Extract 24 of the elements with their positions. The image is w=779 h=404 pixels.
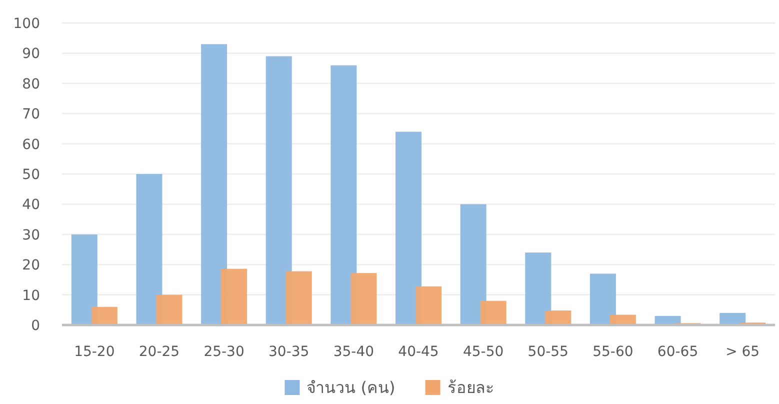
x-tick-label: 35-40 [333, 344, 374, 360]
y-tick-label: 10 [22, 288, 40, 304]
x-tick-label: 55-60 [592, 344, 634, 360]
y-tick-label: 30 [22, 227, 40, 244]
x-tick-label: > 65 [726, 344, 760, 360]
y-tick-label: 80 [22, 76, 40, 92]
y-tick-label: 40 [22, 197, 40, 214]
x-tick-label: 45-50 [462, 344, 504, 360]
y-tick-label: 70 [22, 106, 40, 123]
legend-label: ร้อยละ [447, 378, 494, 397]
y-tick-label: 60 [22, 136, 40, 153]
y-tick-label: 0 [31, 318, 40, 334]
x-tick-label: 50-55 [528, 344, 568, 360]
y-tick-label: 90 [22, 46, 40, 62]
x-tick-label: 15-20 [74, 344, 115, 360]
x-tick-label: 25-30 [204, 344, 244, 360]
x-tick-label: 40-45 [398, 344, 439, 360]
legend-label: จำนวน (คน) [306, 378, 396, 397]
y-tick-label: 50 [22, 167, 40, 183]
x-tick-label: 60-65 [657, 344, 698, 360]
x-tick-label: 20-25 [138, 344, 180, 360]
y-tick-label: 20 [22, 258, 40, 274]
y-tick-label: 100 [13, 16, 40, 32]
x-tick-label: 30-35 [268, 344, 310, 360]
